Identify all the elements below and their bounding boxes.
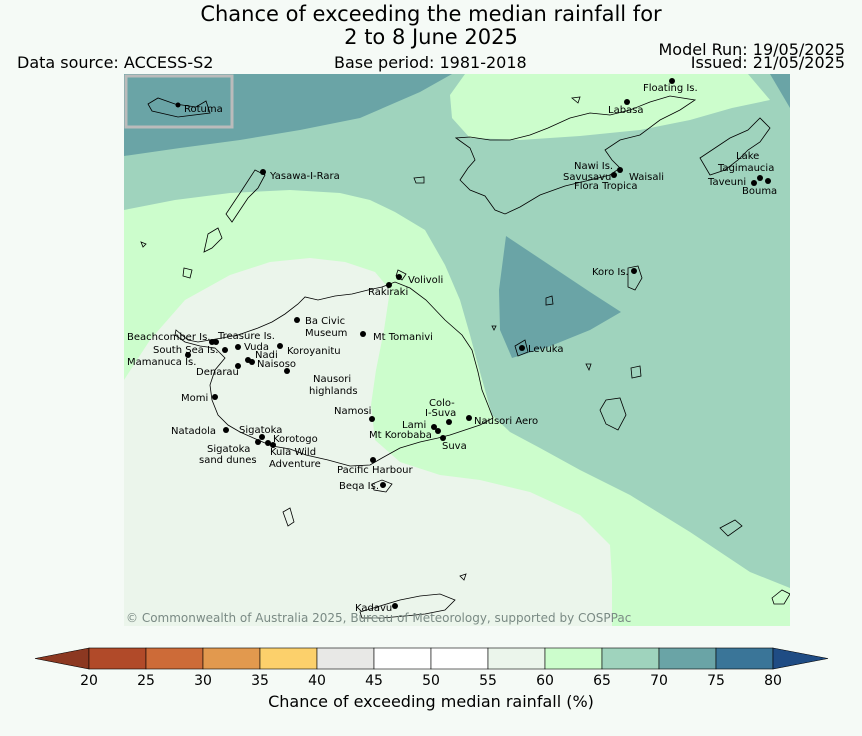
place-label: Savusavu (563, 172, 611, 183)
colorbar-bin (430, 647, 489, 670)
colorbar-tick-label: 70 (650, 673, 668, 689)
rotuma-label: Rotuma (184, 104, 223, 115)
place-label: Floating Is. (643, 83, 698, 94)
place-label: Mt Tomanivi (373, 332, 433, 343)
colorbar-tick-label: 65 (593, 673, 611, 689)
place-label: Denarau (196, 367, 239, 378)
colorbar-tick-label: 45 (365, 673, 383, 689)
colorbar-bin (373, 647, 432, 670)
place-label: Treasure Is. (217, 331, 275, 342)
colorbar-title: Chance of exceeding median rainfall (%) (268, 692, 594, 711)
colorbar-tick-label: 75 (707, 673, 725, 689)
data-source: Data source: ACCESS-S2 (17, 53, 214, 72)
colorbar-bin (544, 647, 603, 670)
model-run: Model Run: 19/05/2025 (658, 40, 846, 59)
place-label: Natadola (171, 426, 216, 437)
colorbar-under-arrow (34, 647, 90, 670)
base-period: Base period: 1981-2018 (334, 53, 527, 72)
colorbar-bin (259, 647, 318, 670)
colorbar-tick-label: 80 (764, 673, 782, 689)
place-label-sigatoka-dunes: Sigatoka (207, 444, 250, 455)
place-label: Beachcomber Is. (127, 332, 210, 343)
zone-70-75-northeast (770, 74, 790, 108)
place-label: Museum (305, 328, 347, 339)
place-label: Momi (181, 393, 208, 404)
colorbar-bins (34, 647, 829, 670)
place-label: Kadavu (355, 603, 392, 614)
place-label: Adventure (269, 459, 321, 470)
place-markers (185, 78, 771, 609)
colorbar-bin (316, 647, 375, 670)
place-label: Koro Is. (592, 267, 629, 278)
place-label: Levuka (528, 344, 564, 355)
colorbar-bin (658, 647, 717, 670)
colorbar-tick-label: 50 (422, 673, 440, 689)
chart-title-line1: Chance of exceeding the median rainfall … (200, 2, 662, 26)
colorbar-bin (715, 647, 774, 670)
rotuma-inset (124, 74, 234, 129)
colorbar: 20 25 30 35 40 45 50 55 60 65 70 75 80 (34, 647, 829, 689)
place-label: Naisoso (257, 359, 296, 370)
place-label: Lami (402, 420, 426, 431)
colorbar-over-arrow (772, 647, 829, 670)
place-label: Yasawa-I-Rara (269, 171, 340, 182)
zone-70-75-koro (499, 236, 621, 358)
place-label: Nausori (313, 374, 351, 385)
place-label: Suva (442, 441, 467, 452)
place-label: Nawi Is. (574, 161, 613, 172)
place-label: Sigatoka (239, 425, 282, 436)
place-label: Volivoli (408, 275, 443, 286)
place-label: Tagimaucia (717, 163, 774, 174)
place-label: Beqa Is. (339, 481, 379, 492)
colorbar-tick-label: 35 (251, 673, 269, 689)
place-label: sand dunes (199, 455, 257, 466)
colorbar-bin (88, 647, 147, 670)
place-label: Koroyanitu (287, 346, 341, 357)
copyright-notice: © Commonwealth of Australia 2025, Bureau… (126, 611, 631, 625)
colorbar-tick-label: 60 (536, 673, 554, 689)
colorbar-bin (487, 647, 546, 670)
colorbar-bin (202, 647, 261, 670)
colorbar-tick-label: 55 (479, 673, 497, 689)
colorbar-tick-label: 20 (80, 673, 98, 689)
colorbar-bin (145, 647, 204, 670)
zone-60-65-north (450, 74, 770, 140)
place-label: Colo- (429, 398, 455, 409)
place-label: Ba Civic (305, 316, 345, 327)
place-label: Kula Wild (270, 447, 316, 458)
place-label: Rakiraki (368, 287, 408, 298)
place-label: Mt Korobaba (369, 430, 432, 441)
colorbar-tick-label: 25 (137, 673, 155, 689)
colorbar-tick-labels: 20 25 30 35 40 45 50 55 60 65 70 75 80 (80, 673, 782, 689)
place-label: Korotogo (273, 434, 318, 445)
place-label: Waisali (629, 172, 664, 183)
place-label: Namosi (334, 406, 371, 417)
colorbar-tick-label: 40 (308, 673, 326, 689)
place-label: Lake (736, 151, 759, 162)
place-label: Taveuni (707, 177, 746, 188)
place-label: highlands (309, 386, 358, 397)
place-label: Pacific Harbour (337, 465, 414, 476)
issued-date: Issued: 21/05/2025 (690, 53, 845, 72)
place-label: Labasa (608, 105, 644, 116)
place-label: South Sea Is. (153, 345, 218, 356)
place-label: Flora Tropica (574, 181, 637, 192)
fiji-rainfall-map: Rotuma (124, 74, 790, 626)
place-label: Vuda (244, 342, 269, 353)
place-label: Bouma (742, 186, 777, 197)
colorbar-bin (601, 647, 660, 670)
chart-title-line2: 2 to 8 June 2025 (344, 25, 518, 49)
colorbar-tick-label: 30 (194, 673, 212, 689)
place-label: Mamanuca Is. (127, 357, 196, 368)
coastlines (140, 95, 790, 619)
place-label: Nadi (255, 350, 278, 361)
place-label: Nausori Aero (474, 416, 538, 427)
place-label: I-Suva (425, 408, 456, 419)
zone-55-60 (124, 258, 612, 626)
